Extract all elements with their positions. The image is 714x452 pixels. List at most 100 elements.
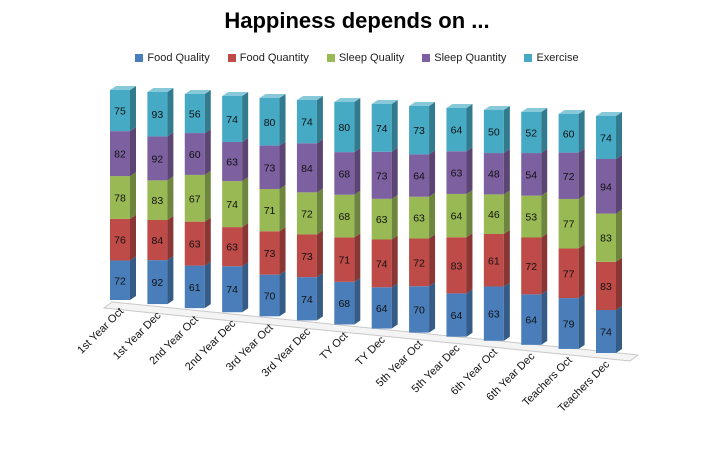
bar-segment-side <box>466 147 473 194</box>
bar-top <box>110 86 136 90</box>
bar-stack: 74 73 72 84 74 <box>296 96 323 321</box>
bar-segment-side <box>578 110 585 153</box>
data-label: 83 <box>152 195 164 207</box>
data-label: 83 <box>600 233 612 245</box>
bar-segment-side <box>429 282 436 333</box>
bar-top <box>222 92 249 96</box>
bar-segment-side <box>503 282 510 341</box>
data-label: 78 <box>114 192 126 204</box>
legend-item: Exercise <box>524 52 579 64</box>
bar-segment-side <box>503 149 510 195</box>
data-label: 71 <box>264 205 276 217</box>
bar-segment <box>184 94 205 134</box>
legend-swatch <box>524 54 533 62</box>
bar-segment-side <box>130 172 136 219</box>
bar-segment <box>222 96 243 142</box>
data-label: 74 <box>376 123 388 135</box>
data-label: 53 <box>525 212 537 224</box>
bar-stack: 64 74 63 73 74 <box>371 100 398 329</box>
bar-stack: 64 83 64 63 64 <box>446 104 473 337</box>
legend-swatch <box>422 54 431 62</box>
bar-top <box>521 108 548 112</box>
data-label: 63 <box>413 213 425 225</box>
data-label: 73 <box>264 248 276 260</box>
bar-segment <box>296 192 317 235</box>
bar-segment <box>596 310 616 353</box>
data-label: 77 <box>563 268 575 280</box>
data-label: 72 <box>413 257 425 269</box>
data-label: 73 <box>376 170 388 182</box>
bar-top <box>184 90 211 94</box>
bar-segment-side <box>578 244 585 299</box>
data-label: 63 <box>488 309 500 321</box>
bar-segment-side <box>466 104 473 152</box>
bar-segment-side <box>429 192 436 239</box>
bar-segment <box>259 274 280 317</box>
data-label: 72 <box>301 208 313 220</box>
bar-segment <box>446 293 467 337</box>
data-label: 46 <box>488 209 500 221</box>
data-label: 64 <box>525 315 537 327</box>
bar-segment <box>222 141 243 182</box>
bar-segment-side <box>541 108 548 154</box>
legend-label: Food Quality <box>147 52 210 64</box>
bar-segment <box>521 195 542 238</box>
bar-segment-side <box>616 257 622 311</box>
data-label: 74 <box>600 327 612 339</box>
data-label: 61 <box>189 282 201 294</box>
category-label: TY Oct <box>318 330 351 363</box>
data-label: 63 <box>376 214 388 226</box>
bar-segment-side <box>503 190 510 234</box>
bar-segment <box>259 98 280 146</box>
bar-segment <box>296 100 317 144</box>
bar-stack: 70 72 63 64 73 <box>409 102 436 333</box>
bar-segment <box>596 213 616 262</box>
data-label: 72 <box>563 171 575 183</box>
bar-segment <box>334 237 355 282</box>
data-label: 60 <box>189 149 201 161</box>
bar-segment <box>334 194 355 238</box>
bar-segment <box>371 104 392 152</box>
legend-swatch <box>135 54 144 62</box>
data-label: 63 <box>226 157 238 169</box>
bar-top <box>334 98 361 102</box>
data-label: 73 <box>413 125 425 137</box>
data-label: 56 <box>189 109 201 121</box>
legend-label: Exercise <box>536 52 579 64</box>
bar-segment-side <box>279 185 286 232</box>
bar-segment-side <box>541 149 548 196</box>
bar-segment-side <box>242 177 249 228</box>
bar-top <box>371 100 398 104</box>
bar-segment-side <box>316 273 323 321</box>
bar-segment <box>147 220 168 261</box>
bar-segment <box>521 237 542 295</box>
bar-segment-side <box>466 189 473 238</box>
data-label: 52 <box>525 128 537 140</box>
bar-segment <box>446 193 467 238</box>
data-label: 64 <box>376 303 388 315</box>
data-label: 77 <box>563 219 575 231</box>
bar-segment <box>521 112 542 154</box>
bar-segment <box>596 116 616 159</box>
bar-stack: 74 63 74 63 74 <box>222 92 249 313</box>
bar-segment <box>558 198 579 249</box>
bar-segment <box>483 153 504 195</box>
data-label: 64 <box>451 310 463 322</box>
bar-segment <box>296 143 317 193</box>
bar-segment <box>147 92 168 137</box>
bar-segment-side <box>391 100 398 152</box>
bar-segment <box>446 151 467 194</box>
bar-segment <box>184 221 205 266</box>
bar-segment <box>409 106 430 155</box>
bar-segment-side <box>167 216 174 261</box>
bar-segment-side <box>354 148 361 195</box>
bar-stack: 92 84 83 92 93 <box>147 88 174 305</box>
data-label: 74 <box>376 258 388 270</box>
data-label: 83 <box>600 281 612 293</box>
data-label: 60 <box>563 128 575 140</box>
bar-segment-side <box>354 190 361 238</box>
legend-item: Sleep Quality <box>326 52 404 64</box>
bar-segment-side <box>204 129 211 175</box>
bar-segment-side <box>391 235 398 288</box>
bar-top <box>446 104 473 108</box>
